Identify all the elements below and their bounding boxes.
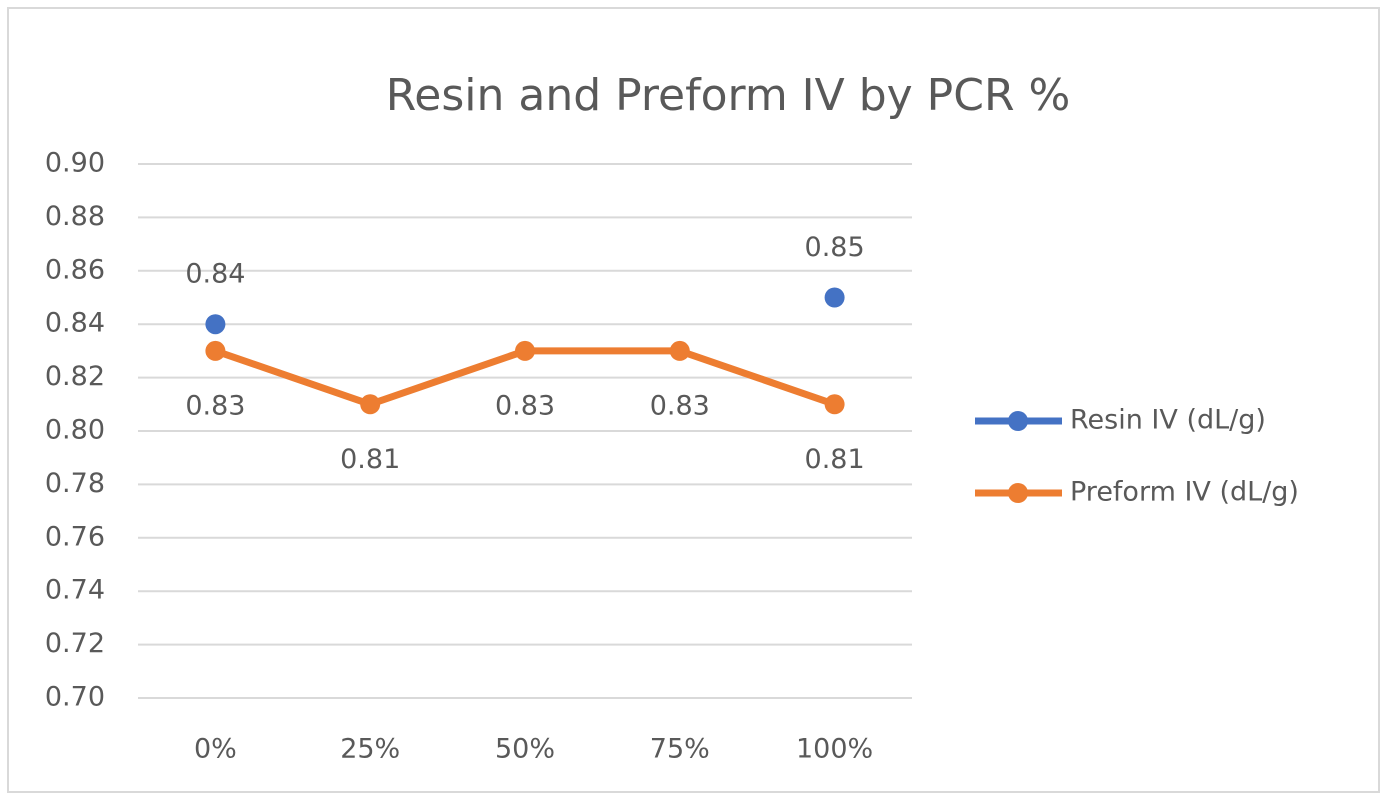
data-label: 0.83 [650, 390, 710, 421]
data-label: 0.83 [495, 390, 555, 421]
legend-label: Resin IV (dL/g) [1070, 405, 1266, 436]
chart-border [7, 7, 1380, 793]
y-tick-label: 0.90 [45, 148, 105, 179]
y-tick-label: 0.80 [45, 415, 105, 446]
x-tick-label: 50% [495, 734, 555, 765]
x-tick-label: 100% [796, 734, 873, 765]
data-label: 0.84 [185, 259, 245, 290]
legend-label: Preform IV (dL/g) [1070, 477, 1299, 508]
data-point [205, 340, 226, 361]
data-point [669, 340, 690, 361]
chart-title: Resin and Preform IV by PCR % [386, 70, 1071, 121]
data-point [824, 287, 845, 308]
data-label: 0.83 [185, 390, 245, 421]
data-point [205, 314, 226, 335]
y-tick-label: 0.78 [45, 468, 105, 499]
y-tick-label: 0.86 [45, 254, 105, 285]
legend-marker [1008, 483, 1028, 503]
y-tick-label: 0.74 [45, 575, 105, 606]
y-tick-label: 0.76 [45, 521, 105, 552]
y-tick-label: 0.82 [45, 361, 105, 392]
data-point [824, 394, 845, 415]
y-tick-label: 0.72 [45, 628, 105, 659]
data-point [360, 394, 381, 415]
data-point [515, 340, 535, 361]
y-tick-label: 0.88 [45, 201, 105, 232]
legend-marker [1008, 411, 1028, 431]
data-label: 0.81 [805, 444, 865, 475]
data-label: 0.85 [805, 232, 865, 263]
data-label: 0.81 [340, 444, 400, 475]
x-tick-label: 0% [194, 734, 237, 765]
y-tick-label: 0.70 [45, 682, 105, 713]
x-tick-label: 25% [340, 734, 400, 765]
x-tick-label: 75% [650, 734, 710, 765]
y-tick-label: 0.84 [45, 308, 105, 339]
